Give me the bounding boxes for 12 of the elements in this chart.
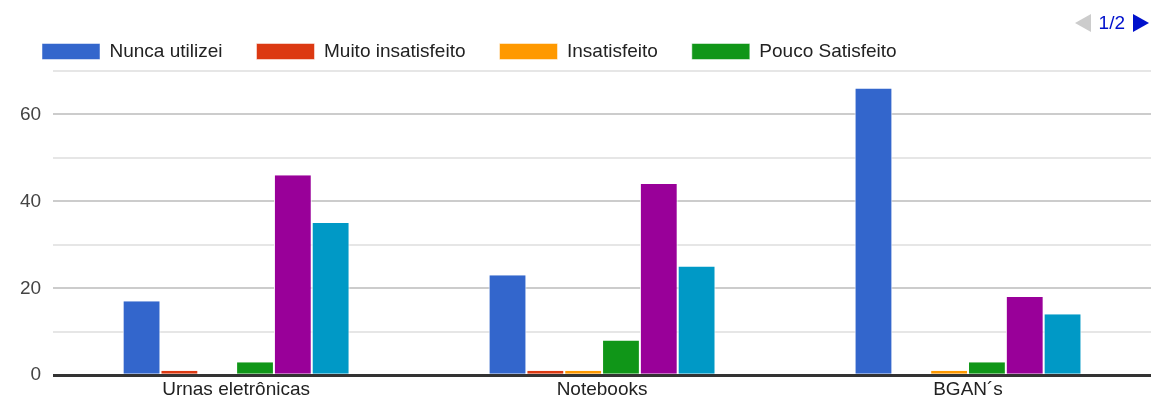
y-tick-label: 40 <box>19 189 42 211</box>
text: 1/2 <box>1098 12 1125 34</box>
y-tick-label: 60 <box>19 102 42 124</box>
legend-label: Pouco Satisfeito <box>759 39 897 61</box>
legend-label: Insatisfeito <box>567 39 658 61</box>
x-tick-label: Notebooks <box>556 377 648 399</box>
x-tick-label: Urnas eletrônicas <box>162 377 311 399</box>
y-tick-label: 20 <box>19 276 42 298</box>
x-tick-label: BGAN´s <box>933 377 1003 399</box>
y-tick-label: 0 <box>30 363 42 385</box>
legend-label: Muito insatisfeito <box>324 39 466 61</box>
legend-label: Nunca utilizei <box>109 39 223 61</box>
